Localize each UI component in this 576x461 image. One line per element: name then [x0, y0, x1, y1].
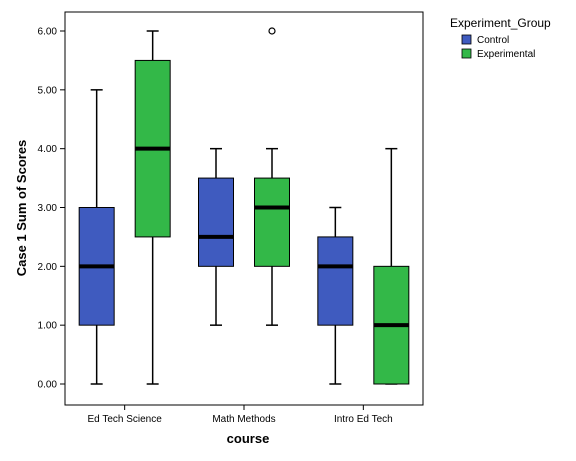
x-axis-ticks: Ed Tech Science Math Methods Intro Ed Tech: [88, 405, 393, 425]
legend-swatch-control: [461, 34, 472, 45]
y-tick-label: 2.00: [38, 262, 58, 273]
iqr-box: [254, 177, 290, 267]
box-series: [78, 27, 410, 385]
box-experimental-1: [254, 27, 290, 326]
iqr-box: [198, 177, 234, 267]
y-tick-label: 3.00: [38, 203, 58, 214]
box-experimental-2: [373, 147, 410, 385]
y-tick-label: 5.00: [38, 85, 58, 96]
y-tick-label: 0.00: [38, 380, 58, 391]
legend: Experiment_Group Control Experimental: [450, 16, 551, 60]
box-control-2: [317, 206, 354, 385]
box-experimental-0: [134, 30, 171, 385]
y-tick-label: 1.00: [38, 321, 58, 332]
y-axis-title: Case 1 Sum of Scores: [14, 140, 29, 277]
legend-label-control: Control: [477, 35, 509, 46]
x-tick-label: Intro Ed Tech: [334, 414, 393, 425]
y-tick-label: 6.00: [38, 27, 58, 38]
x-axis-title: course: [227, 431, 270, 446]
x-tick-label: Ed Tech Science: [88, 414, 163, 425]
plot-frame: [64, 11, 424, 406]
x-tick-label: Math Methods: [212, 414, 275, 425]
y-tick-label: 4.00: [38, 144, 58, 155]
legend-label-experimental: Experimental: [477, 49, 535, 60]
outlier-point: [268, 27, 276, 35]
y-axis-ticks: 0.00 1.00 2.00 3.00 4.00 5.00 6.00: [38, 27, 65, 391]
box-control-1: [198, 147, 234, 326]
legend-title: Experiment_Group: [450, 16, 551, 30]
legend-swatch-experimental: [461, 48, 472, 59]
iqr-box: [317, 236, 354, 326]
box-control-0: [78, 89, 115, 385]
legend-items: Control Experimental: [461, 34, 535, 60]
